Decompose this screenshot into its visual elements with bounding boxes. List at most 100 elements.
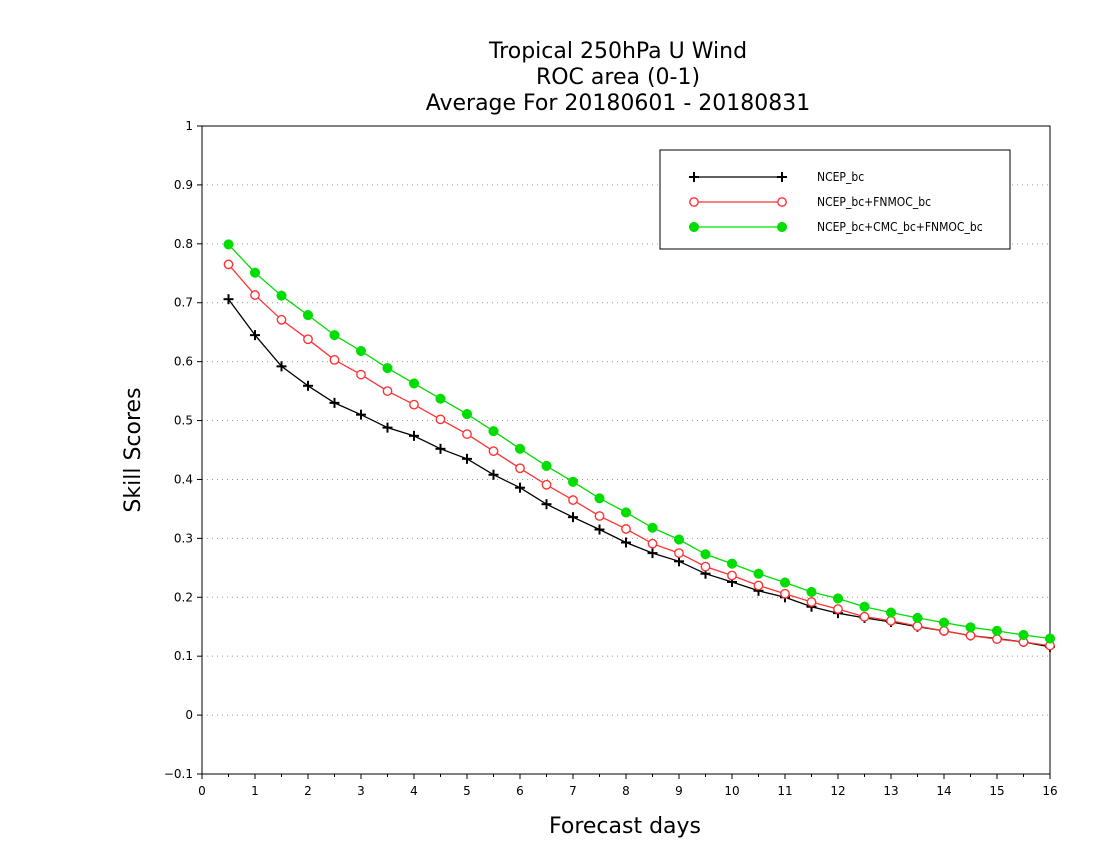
data-point — [647, 522, 658, 533]
data-point — [885, 607, 897, 618]
data-point — [776, 221, 788, 233]
data-point — [1044, 633, 1056, 644]
x-tick-label: 10 — [724, 784, 739, 798]
series-layer — [223, 239, 1056, 652]
data-point — [461, 409, 473, 420]
data-point — [515, 482, 525, 493]
legend-label: NCEP_bc+CMC_bc+FNMOC_bc — [817, 220, 983, 234]
data-point — [727, 570, 737, 581]
data-point — [541, 499, 552, 510]
x-tick-label: 11 — [777, 784, 792, 798]
legend: NCEP_bc NCEP_bc+FNMOC_bc NCEP_bc+CMC_bc+FN… — [659, 149, 1011, 250]
data-point — [302, 310, 314, 321]
data-point — [356, 369, 366, 380]
data-point — [250, 290, 260, 300]
data-point — [674, 556, 684, 567]
y-tick-label: 0.2 — [174, 590, 193, 604]
data-point — [435, 414, 446, 425]
data-point — [303, 334, 313, 345]
title-line-3: Average For 20180601 - 20180831 — [426, 91, 811, 116]
x-tick-label: 3 — [357, 784, 365, 798]
data-point — [462, 429, 472, 439]
data-point — [329, 397, 340, 408]
x-tick-label: 6 — [516, 784, 524, 798]
data-point — [514, 443, 526, 454]
data-point — [621, 524, 631, 534]
data-point — [488, 426, 499, 437]
data-point — [780, 588, 790, 599]
data-point — [689, 197, 699, 207]
y-tick-label: 0 — [185, 708, 193, 722]
data-point — [382, 363, 393, 374]
series-line — [228, 243, 1051, 640]
y-tick-label: 0.9 — [174, 178, 193, 192]
data-point — [435, 393, 446, 404]
data-point — [276, 314, 287, 325]
data-point — [276, 361, 287, 372]
y-tick-label: 0.7 — [174, 296, 193, 310]
data-point — [688, 221, 700, 233]
data-point — [594, 524, 605, 535]
grid-lines — [202, 184, 1050, 716]
data-point — [408, 378, 420, 389]
x-tick-label: 9 — [675, 784, 683, 798]
data-point — [647, 548, 658, 559]
x-tick-label: 15 — [989, 784, 1004, 798]
data-point — [223, 239, 234, 250]
data-point — [355, 345, 367, 357]
x-tick-label: 13 — [883, 784, 898, 798]
legend-item: NCEP_bc — [689, 170, 864, 184]
data-point — [303, 380, 313, 391]
y-tick-label: 0.8 — [174, 237, 193, 251]
data-point — [647, 538, 658, 549]
y-tick-label: 0.6 — [174, 355, 193, 369]
data-point — [674, 548, 684, 558]
legend-label: NCEP_bc+FNMOC_bc — [817, 195, 931, 209]
series-line — [227, 298, 1051, 648]
chart-title: Tropical 250hPa U Wind ROC area (0-1) Av… — [426, 39, 811, 116]
data-point — [779, 577, 791, 588]
data-point — [689, 172, 699, 182]
data-point — [912, 612, 923, 623]
series-0 — [223, 294, 1055, 652]
data-point — [594, 511, 605, 521]
data-point — [568, 512, 578, 523]
data-point — [515, 463, 525, 474]
data-point — [409, 430, 419, 441]
data-point — [1018, 629, 1029, 641]
data-point — [568, 495, 578, 505]
data-point — [567, 476, 579, 487]
x-axis-label: Forecast days — [549, 814, 701, 839]
x-tick-label: 5 — [463, 784, 471, 798]
y-tick-label: 0.3 — [174, 531, 193, 545]
data-point — [673, 534, 685, 545]
data-point — [223, 259, 234, 270]
data-point — [806, 597, 817, 607]
data-point — [488, 469, 499, 480]
x-tick-label: 1 — [251, 784, 259, 798]
data-point — [356, 409, 366, 420]
data-point — [806, 586, 817, 598]
y-tick-label: −0.1 — [164, 767, 193, 781]
data-point — [621, 537, 631, 548]
x-tick-label: 0 — [198, 784, 206, 798]
data-point — [965, 630, 976, 641]
data-point — [726, 558, 738, 569]
data-point — [700, 561, 711, 572]
y-tick-label: 1 — [185, 119, 193, 133]
data-point — [777, 197, 787, 207]
y-tick-label: 0.4 — [174, 472, 193, 486]
data-point — [435, 443, 446, 454]
y-tick-label: 0.5 — [174, 414, 193, 428]
x-tick-label: 12 — [830, 784, 845, 798]
axis-ticks: −0.100.10.20.30.40.50.60.70.80.910 1 2 3 4 5 6… — [164, 119, 1058, 798]
data-point — [859, 611, 870, 622]
data-point — [938, 617, 950, 628]
series-1 — [223, 259, 1055, 651]
data-point — [541, 479, 552, 490]
legend-item: NCEP_bc+CMC_bc+FNMOC_bc — [688, 220, 983, 234]
data-point — [700, 549, 711, 560]
title-line-1: Tropical 250hPa U Wind — [488, 39, 747, 64]
data-point — [991, 625, 1003, 636]
